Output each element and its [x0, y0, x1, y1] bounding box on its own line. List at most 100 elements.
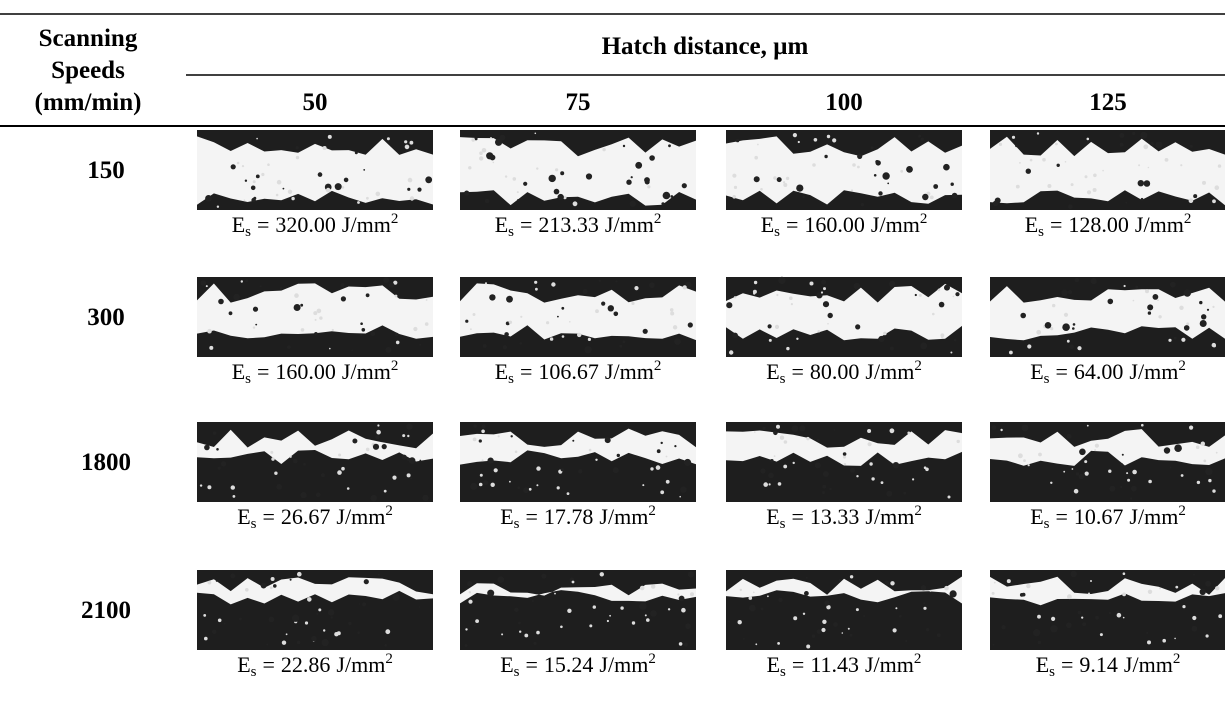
speckle: [285, 633, 288, 636]
speckle: [626, 179, 632, 185]
speckle: [873, 174, 877, 177]
unit-exponent: 2: [654, 358, 662, 374]
speckle: [1072, 323, 1076, 326]
energy-symbol: E: [232, 212, 245, 237]
speckle: [1193, 573, 1195, 576]
speckle: [523, 181, 528, 186]
speckle: [592, 605, 596, 609]
speckle: [472, 437, 477, 442]
micrograph-background: [990, 570, 1225, 650]
speckle: [341, 186, 345, 189]
speckle: [850, 467, 856, 473]
speckle: [518, 621, 521, 625]
speckle: [1132, 299, 1135, 302]
melt-region: [990, 429, 1225, 466]
energy-symbol: E: [1025, 212, 1038, 237]
speckle: [425, 176, 433, 184]
speckle: [484, 282, 488, 285]
speckle: [644, 177, 650, 183]
speckle: [1047, 184, 1052, 188]
speckle: [520, 315, 523, 318]
speckle: [205, 195, 212, 202]
speckle: [1077, 610, 1082, 615]
unit-exponent: 2: [385, 503, 393, 519]
speckle: [1027, 344, 1032, 349]
speckle: [1109, 485, 1116, 492]
speckle: [1143, 144, 1149, 150]
speckle: [1020, 312, 1026, 319]
speckle: [1021, 424, 1029, 432]
energy-value: 64.00: [1074, 359, 1124, 384]
speckle: [1132, 131, 1136, 136]
speckle: [372, 443, 380, 450]
speckle: [352, 438, 358, 444]
speckle: [660, 441, 663, 445]
micrograph: [460, 277, 696, 357]
unit-exponent: 2: [1178, 503, 1186, 519]
speckle: [1125, 201, 1128, 204]
speckle: [560, 468, 564, 472]
micrograph: [726, 130, 962, 210]
melt-region: [460, 428, 696, 465]
micrograph: [197, 130, 433, 210]
speckle: [220, 461, 227, 467]
speckle: [287, 345, 291, 349]
speckle: [1182, 605, 1186, 609]
speckle: [827, 322, 829, 325]
speckle: [615, 280, 618, 283]
speckle: [629, 200, 636, 207]
speckle: [327, 609, 335, 616]
speckle: [1088, 592, 1090, 595]
energy-value: 80.00: [810, 359, 860, 384]
speckle: [923, 606, 927, 610]
speckle: [680, 486, 687, 494]
speckle: [670, 311, 675, 316]
speckle: [635, 161, 643, 169]
speckle: [925, 627, 930, 632]
speckle: [1163, 447, 1171, 454]
speckle: [940, 333, 945, 338]
speckle: [1157, 299, 1159, 302]
equals: =: [786, 212, 798, 237]
speckle: [360, 333, 363, 336]
speckle: [207, 485, 212, 490]
speckle: [1147, 589, 1153, 594]
speckle: [833, 429, 836, 431]
energy-value: 10.67: [1074, 504, 1124, 529]
speckle: [358, 603, 361, 605]
speckle: [773, 430, 778, 436]
speckle: [341, 466, 345, 471]
speckle: [1019, 162, 1021, 164]
speckle: [376, 429, 381, 435]
speckle: [956, 439, 960, 444]
speckle: [1212, 305, 1215, 308]
speckle: [1025, 168, 1032, 174]
unit-exponent: 2: [648, 503, 656, 519]
speckle: [832, 138, 837, 143]
speckle: [631, 621, 636, 625]
speckle: [346, 487, 350, 490]
row-header: Scanning: [39, 25, 138, 52]
speckle: [508, 320, 513, 324]
melt-region: [197, 429, 433, 464]
speckle: [1084, 175, 1088, 179]
speckle: [1090, 580, 1092, 582]
speckle: [334, 183, 342, 191]
speckle: [1195, 445, 1200, 450]
energy-symbol: E: [1030, 504, 1043, 529]
unit-exponent: 2: [920, 211, 928, 227]
speckle: [419, 343, 422, 346]
speckle: [871, 477, 875, 481]
speckle: [814, 462, 821, 469]
speckle: [620, 606, 624, 610]
speckle: [200, 280, 207, 286]
speckle: [889, 346, 894, 351]
speckle: [1205, 634, 1209, 638]
energy-symbol: E: [766, 504, 779, 529]
speckle: [651, 584, 656, 589]
speckle: [295, 155, 300, 160]
speckle: [613, 311, 619, 317]
speckle: [631, 301, 635, 305]
energy-unit: J/mm: [1124, 652, 1173, 677]
speckle: [892, 628, 897, 633]
